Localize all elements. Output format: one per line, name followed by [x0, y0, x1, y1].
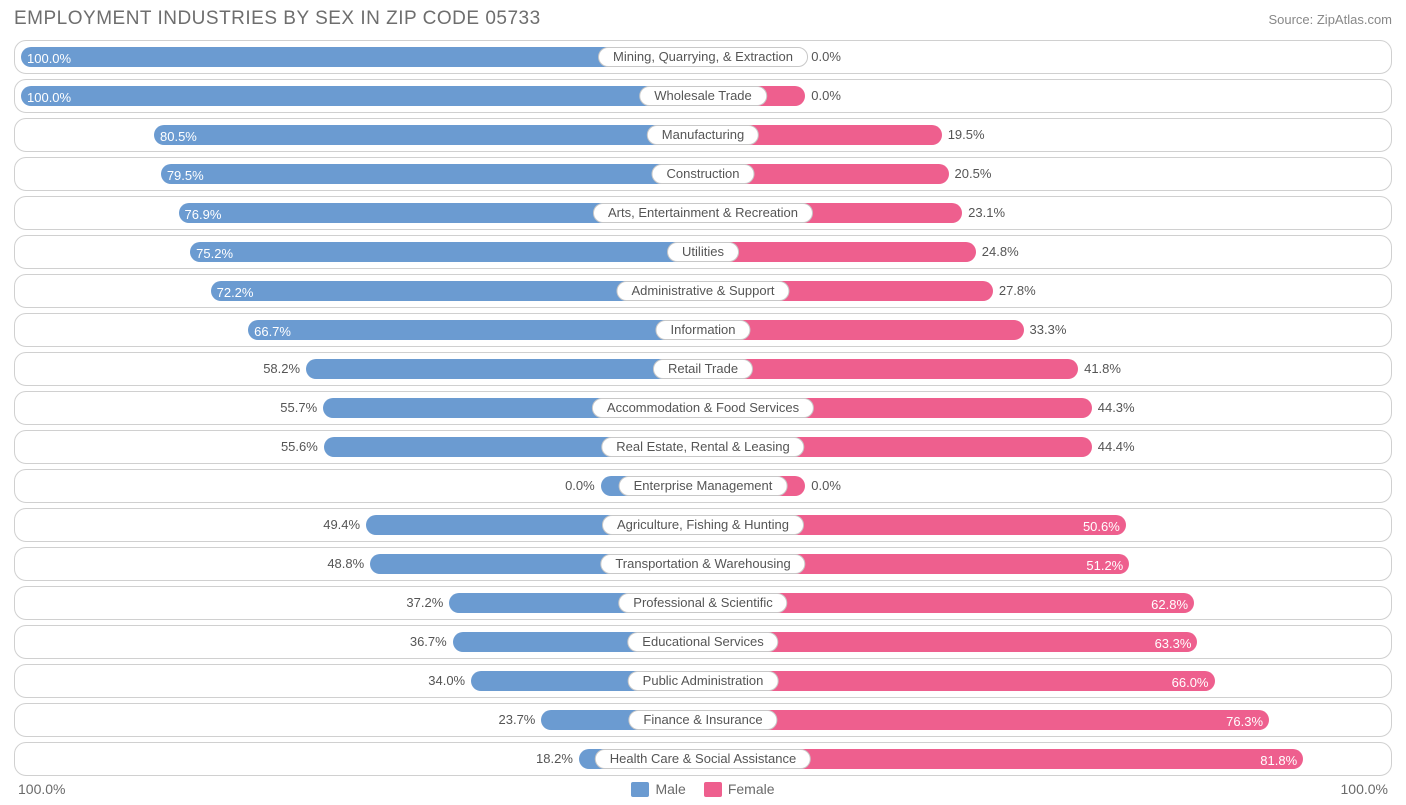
- female-value: 44.4%: [1098, 435, 1135, 459]
- male-value: 37.2%: [406, 591, 443, 615]
- male-value: 100.0%: [27, 86, 71, 110]
- category-label: Enterprise Management: [619, 476, 788, 496]
- category-label: Administrative & Support: [616, 281, 789, 301]
- category-label: Real Estate, Rental & Leasing: [601, 437, 804, 457]
- female-bar: [703, 320, 1024, 340]
- chart-row: 100.0% 0.0% Wholesale Trade: [14, 79, 1392, 113]
- male-value: 79.5%: [167, 164, 204, 188]
- chart-row: 72.2% 27.8% Administrative & Support: [14, 274, 1392, 308]
- female-value: 27.8%: [999, 279, 1036, 303]
- chart-row: 23.7%76.3%Finance & Insurance: [14, 703, 1392, 737]
- female-value: 44.3%: [1098, 396, 1135, 420]
- diverging-bar-chart: 100.0%0.0%Mining, Quarrying, & Extractio…: [14, 40, 1392, 776]
- male-value: 55.7%: [280, 396, 317, 420]
- female-value: 19.5%: [948, 123, 985, 147]
- category-label: Transportation & Warehousing: [600, 554, 805, 574]
- category-label: Finance & Insurance: [628, 710, 777, 730]
- male-value: 80.5%: [160, 125, 197, 149]
- category-label: Retail Trade: [653, 359, 753, 379]
- legend-male-label: Male: [655, 781, 685, 797]
- male-bar: 75.2%: [190, 242, 703, 262]
- legend-male: Male: [631, 781, 685, 797]
- chart-row: 58.2% 41.8% Retail Trade: [14, 352, 1392, 386]
- male-bar: 80.5%: [154, 125, 703, 145]
- male-value: 36.7%: [410, 630, 447, 654]
- legend-female: Female: [704, 781, 775, 797]
- female-value: 76.3%: [1226, 710, 1263, 734]
- female-bar: [703, 359, 1078, 379]
- female-value: 0.0%: [811, 45, 841, 69]
- male-value: 100.0%: [27, 47, 71, 71]
- chart-row: 79.5% 20.5% Construction: [14, 157, 1392, 191]
- source-label: Source: ZipAtlas.com: [1268, 12, 1392, 27]
- chart-row: 0.0% 0.0% Enterprise Management: [14, 469, 1392, 503]
- chart-row: 37.2% 62.8% Professional & Scientific: [14, 586, 1392, 620]
- legend-male-swatch: [631, 782, 649, 797]
- male-bar: 79.5%: [161, 164, 703, 184]
- female-value: 33.3%: [1030, 318, 1067, 342]
- chart-row: 48.8% 51.2% Transportation & Warehousing: [14, 547, 1392, 581]
- chart-row: 66.7% 33.3% Information: [14, 313, 1392, 347]
- chart-row: 34.0%66.0%Public Administration: [14, 664, 1392, 698]
- category-label: Professional & Scientific: [618, 593, 787, 613]
- male-value: 55.6%: [281, 435, 318, 459]
- male-value: 76.9%: [185, 203, 222, 227]
- female-value: 51.2%: [1086, 554, 1123, 578]
- chart-row: 55.6% 44.4% Real Estate, Rental & Leasing: [14, 430, 1392, 464]
- male-value: 75.2%: [196, 242, 233, 266]
- female-bar: 66.0%: [703, 671, 1215, 691]
- female-value: 24.8%: [982, 240, 1019, 264]
- category-label: Educational Services: [627, 632, 778, 652]
- chart-title: EMPLOYMENT INDUSTRIES BY SEX IN ZIP CODE…: [14, 8, 541, 30]
- category-label: Accommodation & Food Services: [592, 398, 814, 418]
- category-label: Arts, Entertainment & Recreation: [593, 203, 813, 223]
- female-bar: [703, 242, 976, 262]
- legend: Male Female: [631, 781, 774, 797]
- female-bar: 76.3%: [703, 710, 1269, 730]
- chart-row: 36.7% 63.3% Educational Services: [14, 625, 1392, 659]
- category-label: Mining, Quarrying, & Extraction: [598, 47, 808, 67]
- chart-row: 18.2% 81.8% Health Care & Social Assistanc…: [14, 742, 1392, 776]
- male-value: 0.0%: [565, 474, 595, 498]
- male-value: 58.2%: [263, 357, 300, 381]
- male-bar: 66.7%: [248, 320, 703, 340]
- category-label: Health Care & Social Assistance: [595, 749, 811, 769]
- axis-right-max: 100.0%: [1341, 781, 1388, 797]
- female-value: 41.8%: [1084, 357, 1121, 381]
- legend-female-swatch: [704, 782, 722, 797]
- category-label: Wholesale Trade: [639, 86, 767, 106]
- legend-female-label: Female: [728, 781, 775, 797]
- chart-row: 75.2% 24.8% Utilities: [14, 235, 1392, 269]
- category-label: Public Administration: [628, 671, 779, 691]
- female-value: 63.3%: [1155, 632, 1192, 656]
- chart-row: 100.0% 0.0%Mining, Quarrying, & Extractio…: [14, 40, 1392, 74]
- female-value: 62.8%: [1151, 593, 1188, 617]
- chart-row: 49.4% 50.6% Agriculture, Fishing & Hunting: [14, 508, 1392, 542]
- female-value: 0.0%: [811, 474, 841, 498]
- chart-row: 76.9% 23.1% Arts, Entertainment & Recreati…: [14, 196, 1392, 230]
- male-value: 49.4%: [323, 513, 360, 537]
- female-value: 66.0%: [1172, 671, 1209, 695]
- male-value: 66.7%: [254, 320, 291, 344]
- male-value: 18.2%: [536, 747, 573, 771]
- category-label: Information: [655, 320, 750, 340]
- female-value: 23.1%: [968, 201, 1005, 225]
- female-value: 0.0%: [811, 84, 841, 108]
- category-label: Manufacturing: [647, 125, 759, 145]
- female-value: 50.6%: [1083, 515, 1120, 539]
- category-label: Utilities: [667, 242, 739, 262]
- female-value: 81.8%: [1260, 749, 1297, 773]
- male-bar: 100.0%: [21, 86, 703, 106]
- male-bar: [306, 359, 703, 379]
- chart-row: 80.5% 19.5% Manufacturing: [14, 118, 1392, 152]
- chart-row: 55.7% 44.3% Accommodation & Food Services: [14, 391, 1392, 425]
- male-value: 48.8%: [327, 552, 364, 576]
- male-value: 34.0%: [428, 669, 465, 693]
- category-label: Agriculture, Fishing & Hunting: [602, 515, 804, 535]
- category-label: Construction: [652, 164, 755, 184]
- male-value: 72.2%: [217, 281, 254, 305]
- male-value: 23.7%: [499, 708, 536, 732]
- female-value: 20.5%: [955, 162, 992, 186]
- axis-left-max: 100.0%: [18, 781, 65, 797]
